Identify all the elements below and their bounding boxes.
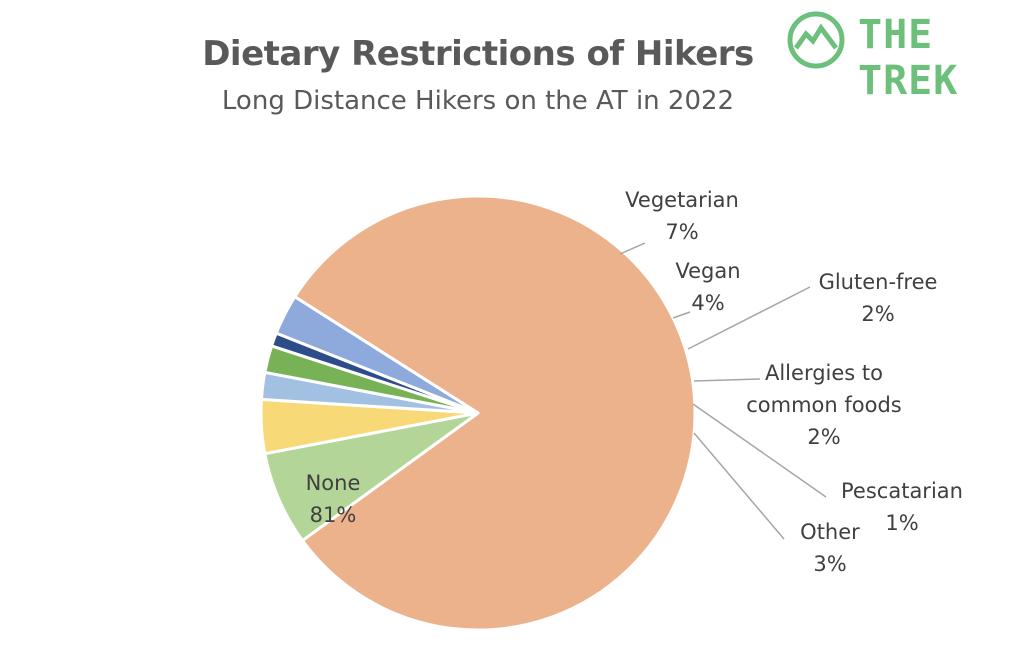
leader-line bbox=[687, 286, 811, 350]
pie-slices bbox=[259, 194, 697, 632]
mountain-circle-icon bbox=[787, 11, 845, 69]
slice-category-label: Pescatarian bbox=[841, 479, 963, 503]
slice-value-label: 2% bbox=[807, 425, 840, 449]
slice-category-label: Vegan bbox=[675, 259, 740, 283]
slice-category-label: Gluten-free bbox=[819, 270, 938, 294]
chart-title: Dietary Restrictions of Hikers bbox=[202, 34, 754, 74]
logo-text: THE TREK bbox=[858, 12, 959, 104]
slice-category-label: Allergies to bbox=[765, 361, 883, 385]
chart-subtitle: Long Distance Hikers on the AT in 2022 bbox=[221, 86, 735, 116]
slice-category-label: Other bbox=[800, 520, 860, 544]
slice-value-label: 1% bbox=[885, 511, 918, 535]
leader-line bbox=[693, 378, 761, 382]
leader-line bbox=[693, 432, 785, 540]
slice-value-label: 4% bbox=[691, 291, 724, 315]
slice-label: Vegetarian 7% bbox=[625, 188, 739, 244]
slice-value-label: 3% bbox=[813, 552, 846, 576]
slice-category-label: None bbox=[306, 471, 361, 495]
slice-labels: None 81%Vegetarian 7%Vegan 4%Gluten-free 2%A… bbox=[306, 188, 963, 576]
slice-label: Gluten-free 2% bbox=[819, 270, 938, 326]
slice-value-label: 7% bbox=[665, 220, 698, 244]
leader-line bbox=[692, 403, 827, 498]
leader-line bbox=[619, 242, 646, 255]
pie-slice-other bbox=[274, 295, 480, 415]
leader-lines bbox=[619, 242, 827, 540]
slice-label: Vegan 4% bbox=[675, 259, 740, 315]
slice-label: None 81% bbox=[306, 471, 361, 527]
slice-value-label: 81% bbox=[310, 503, 357, 527]
slice-label: Other 3% bbox=[800, 520, 860, 576]
slice-value-label: 2% bbox=[861, 302, 894, 326]
logo bbox=[787, 11, 845, 69]
slice-label: Allergies to common foods 2% bbox=[746, 361, 902, 449]
slice-category-label: common foods bbox=[746, 393, 902, 417]
slice-label: Pescatarian 1% bbox=[841, 479, 963, 535]
slice-category-label: Vegetarian bbox=[625, 188, 739, 212]
leader-line bbox=[672, 311, 691, 319]
